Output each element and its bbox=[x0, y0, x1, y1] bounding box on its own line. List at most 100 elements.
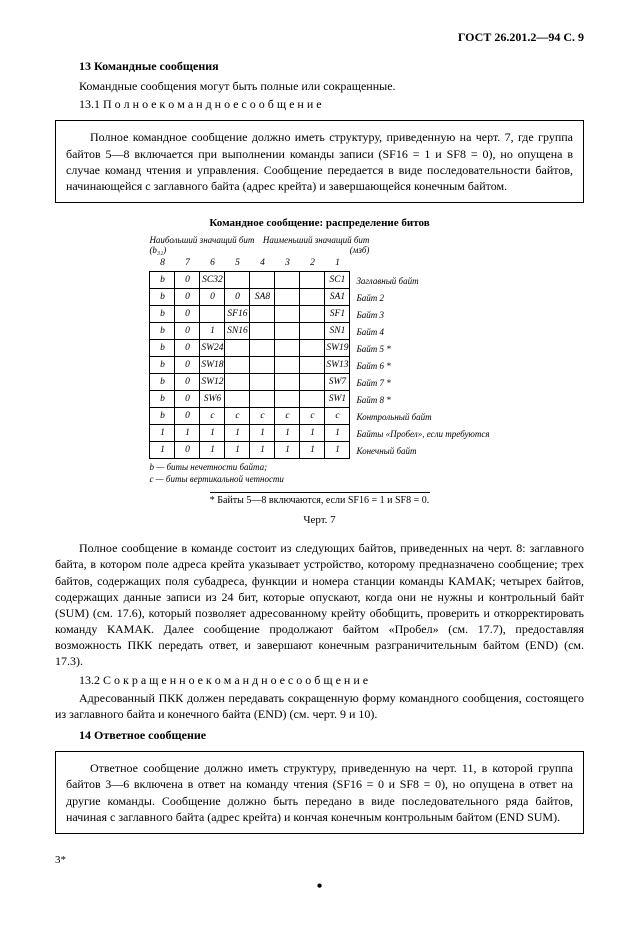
bit-cell: c bbox=[250, 408, 275, 425]
bit-cell: 1 bbox=[300, 425, 325, 442]
bit-cell: 0 bbox=[175, 272, 200, 289]
bit-cell bbox=[250, 374, 275, 391]
bit-cell: c bbox=[225, 408, 250, 425]
chart-title: Командное сообщение: распределение битов bbox=[55, 217, 584, 229]
col-header: 8 bbox=[150, 255, 175, 272]
row-label: Байты «Пробел», если тре­буются bbox=[356, 426, 489, 443]
bit-cell: 1 bbox=[325, 442, 350, 459]
bit-cell: SW12 bbox=[200, 374, 225, 391]
bit-cell bbox=[300, 306, 325, 323]
bit-cell: SN1 bbox=[325, 323, 350, 340]
bit-cell: SW6 bbox=[200, 391, 225, 408]
bit-cell bbox=[250, 306, 275, 323]
bit-cell: 1 bbox=[250, 425, 275, 442]
s13-sub2: 13.2 С о к р а щ е н н о е к о м а н д н… bbox=[55, 672, 584, 688]
bit-cell: SA8 bbox=[250, 289, 275, 306]
bit-cell: 1 bbox=[175, 425, 200, 442]
bit-cell: c bbox=[275, 408, 300, 425]
legend2: c — биты вертикальной четности bbox=[149, 474, 489, 484]
bit-cell bbox=[225, 357, 250, 374]
bit-cell bbox=[300, 357, 325, 374]
footer-sig: 3* bbox=[55, 854, 584, 866]
row-label: Байт 4 bbox=[356, 324, 489, 341]
s13-intro: Командные сообщения могут быть полные ил… bbox=[55, 78, 584, 94]
box-1: Полное командное сообщение должно иметь … bbox=[55, 120, 584, 203]
bits-table: 87654321b0SC32SC1b000SA8SA1b0SF16SF1b01S… bbox=[149, 255, 350, 459]
bit-cell bbox=[275, 289, 300, 306]
row-label: Байт 3 bbox=[356, 307, 489, 324]
page-dot: • bbox=[55, 876, 584, 897]
bit-cell bbox=[300, 272, 325, 289]
col-header: 3 bbox=[275, 255, 300, 272]
bit-cell bbox=[275, 340, 300, 357]
bit-cell bbox=[225, 391, 250, 408]
bit-cell bbox=[225, 340, 250, 357]
bit-cell: b bbox=[150, 408, 175, 425]
bit-cell: 0 bbox=[175, 357, 200, 374]
row-label: Байт 7 * bbox=[356, 375, 489, 392]
bit-cell: b bbox=[150, 289, 175, 306]
bit-chart: Наибольший значащий бит (b₃₂) Наименьший… bbox=[55, 235, 584, 484]
bit-cell: 0 bbox=[225, 289, 250, 306]
bit-cell: 0 bbox=[175, 391, 200, 408]
bit-cell: b bbox=[150, 323, 175, 340]
bit-cell: SW7 bbox=[325, 374, 350, 391]
col-header: 7 bbox=[175, 255, 200, 272]
bit-cell: 1 bbox=[325, 425, 350, 442]
col-header: 1 bbox=[325, 255, 350, 272]
bit-cell: c bbox=[300, 408, 325, 425]
bit-cell: b bbox=[150, 374, 175, 391]
bit-cell: c bbox=[325, 408, 350, 425]
bit-cell: SA1 bbox=[325, 289, 350, 306]
bit-cell bbox=[250, 340, 275, 357]
bit-cell bbox=[200, 306, 225, 323]
body-p2: Адресованный ПКК должен передавать сокра… bbox=[55, 690, 584, 722]
s13-sub1: 13.1 П о л н о е к о м а н д н о е с о о… bbox=[55, 96, 584, 112]
bit-cell bbox=[300, 323, 325, 340]
col-header: 6 bbox=[200, 255, 225, 272]
bit-cell: 1 bbox=[225, 442, 250, 459]
body-p1: Полное сообщение в команде состоит из сл… bbox=[55, 540, 584, 670]
bit-cell: SC32 bbox=[200, 272, 225, 289]
bit-cell bbox=[250, 272, 275, 289]
bit-cell bbox=[250, 391, 275, 408]
bit-cell bbox=[250, 323, 275, 340]
bit-cell bbox=[225, 272, 250, 289]
bit-cell: b bbox=[150, 340, 175, 357]
box-2: Ответное сообщение должно иметь структур… bbox=[55, 751, 584, 834]
bit-cell bbox=[275, 323, 300, 340]
box1-text: Полное командное сообщение должно иметь … bbox=[66, 129, 573, 194]
col-header: 2 bbox=[300, 255, 325, 272]
bit-cell: 1 bbox=[275, 425, 300, 442]
row-labels: Заглавный байтБайт 2Байт 3Байт 4Байт 5 *… bbox=[356, 255, 489, 460]
section-13-title: 13 Командные сообщения bbox=[55, 59, 584, 74]
bit-cell bbox=[275, 306, 300, 323]
chart-number: Черт. 7 bbox=[55, 514, 584, 526]
row-label: Заглавный байт bbox=[356, 273, 489, 290]
bit-cell bbox=[275, 391, 300, 408]
col-header: 5 bbox=[225, 255, 250, 272]
bit-cell: 1 bbox=[200, 425, 225, 442]
bit-cell bbox=[275, 374, 300, 391]
bit-cell: 1 bbox=[225, 425, 250, 442]
bit-cell: 1 bbox=[200, 442, 225, 459]
bit-cell: 0 bbox=[200, 289, 225, 306]
bit-cell bbox=[300, 289, 325, 306]
chart-footnote: * Байты 5—8 включаются, если SF16 = 1 и … bbox=[55, 495, 584, 506]
bit-cell: b bbox=[150, 272, 175, 289]
bit-cell: 0 bbox=[175, 442, 200, 459]
row-label: Байт 6 * bbox=[356, 358, 489, 375]
bit-cell: 0 bbox=[175, 289, 200, 306]
bit-cell: 0 bbox=[175, 306, 200, 323]
chart-top-left: Наибольший значащий бит (b₃₂) bbox=[149, 235, 259, 255]
bit-cell bbox=[250, 357, 275, 374]
bit-cell: SW19 bbox=[325, 340, 350, 357]
row-label: Байт 8 * bbox=[356, 392, 489, 409]
page-header: ГОСТ 26.201.2—94 С. 9 bbox=[55, 30, 584, 45]
bit-cell: c bbox=[200, 408, 225, 425]
bit-cell: SW13 bbox=[325, 357, 350, 374]
bit-cell bbox=[225, 374, 250, 391]
bit-cell bbox=[300, 340, 325, 357]
bit-cell: 1 bbox=[200, 323, 225, 340]
bit-cell: b bbox=[150, 306, 175, 323]
